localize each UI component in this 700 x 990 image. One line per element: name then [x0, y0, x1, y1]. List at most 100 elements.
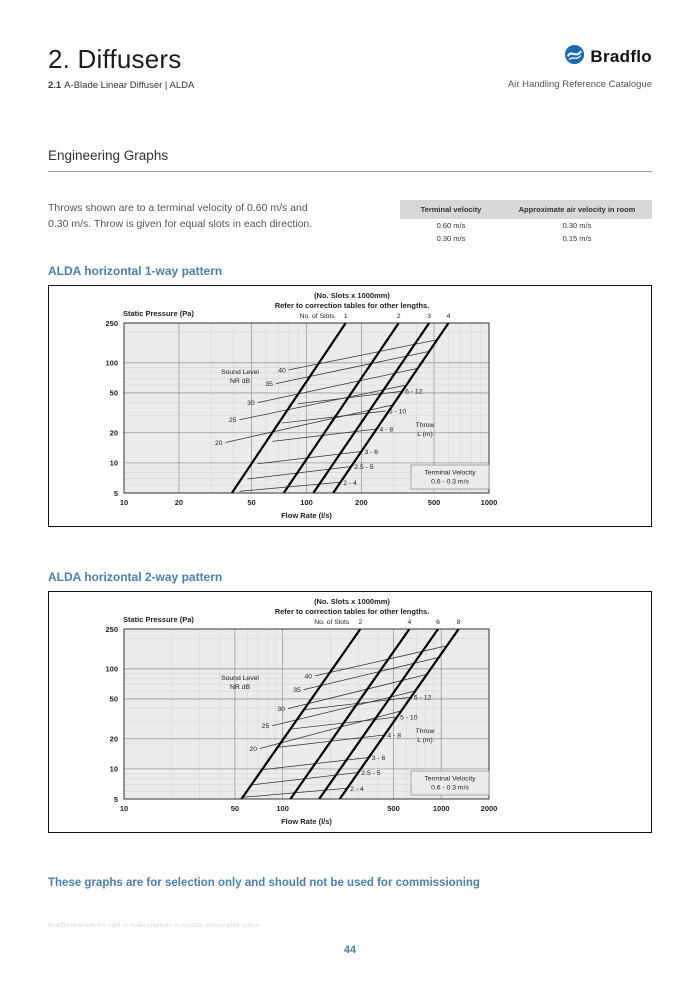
svg-text:NR dB: NR dB	[230, 378, 250, 385]
table-row: 0.30 m/s 0.15 m/s	[400, 232, 652, 245]
svg-text:4: 4	[447, 313, 451, 320]
svg-text:40: 40	[278, 367, 286, 374]
svg-text:100: 100	[300, 498, 313, 507]
svg-text:20: 20	[249, 746, 257, 753]
page-title: 2. Diffusers	[48, 44, 182, 74]
svg-text:(No. Slots x 1000mm): (No. Slots x 1000mm)	[314, 597, 390, 606]
svg-text:6 - 12: 6 - 12	[405, 389, 423, 396]
svg-text:2.5 - 5: 2.5 - 5	[361, 770, 380, 777]
svg-text:30: 30	[277, 706, 285, 713]
svg-text:5: 5	[114, 795, 118, 804]
svg-text:5 - 10: 5 - 10	[400, 714, 418, 721]
table-row: 0.60 m/s 0.30 m/s	[400, 219, 652, 232]
intro-text: Throws shown are to a terminal velocity …	[48, 200, 312, 233]
svg-text:35: 35	[265, 381, 273, 388]
svg-text:20: 20	[110, 429, 118, 438]
velocity-table-header-row: Terminal velocity Approximate air veloci…	[400, 200, 652, 219]
intro-row: Throws shown are to a terminal velocity …	[48, 200, 652, 245]
svg-text:35: 35	[293, 687, 301, 694]
svg-text:No. of Slots: No. of Slots	[300, 313, 336, 320]
svg-text:6: 6	[436, 619, 440, 626]
svg-text:1000: 1000	[481, 498, 498, 507]
room-velocity-value: 0.30 m/s	[562, 221, 592, 230]
svg-text:50: 50	[247, 498, 255, 507]
svg-text:4: 4	[408, 619, 412, 626]
terminal-velocity-value: 0.60 m/s	[436, 221, 466, 230]
svg-text:2: 2	[358, 619, 362, 626]
svg-text:2000: 2000	[481, 804, 498, 813]
svg-text:Terminal Velocity: Terminal Velocity	[425, 776, 477, 783]
divider	[48, 171, 652, 172]
svg-text:10: 10	[120, 498, 128, 507]
terminal-velocity-value: 0.30 m/s	[436, 234, 466, 243]
section-subtitle: 2.1 A-Blade Linear Diffuser | ALDA	[48, 80, 194, 91]
chart-heading-1way: ALDA horizontal 1-way pattern	[48, 264, 223, 278]
svg-text:500: 500	[428, 498, 441, 507]
disclaimer-text: Bradflo reserves the right to make chang…	[48, 922, 259, 929]
svg-text:10: 10	[110, 459, 118, 468]
svg-text:Static Pressure (Pa): Static Pressure (Pa)	[123, 615, 194, 624]
svg-text:No. of Slots: No. of Slots	[314, 619, 350, 626]
section-heading: Engineering Graphs	[48, 148, 169, 163]
svg-text:Throw: Throw	[416, 422, 435, 429]
svg-text:20: 20	[215, 440, 223, 447]
svg-text:200: 200	[355, 498, 368, 507]
svg-text:0.6 - 0.3 m/s: 0.6 - 0.3 m/s	[431, 479, 469, 486]
svg-text:8: 8	[457, 619, 461, 626]
svg-text:25: 25	[262, 723, 270, 730]
svg-text:0.6 - 0.3 m/s: 0.6 - 0.3 m/s	[431, 785, 469, 792]
brand-name: Bradflo	[590, 47, 652, 66]
svg-text:100: 100	[105, 359, 118, 368]
svg-text:5: 5	[114, 489, 118, 498]
section-name: A-Blade Linear Diffuser | ALDA	[64, 80, 195, 91]
page-header: 2. Diffusers 2.1 A-Blade Linear Diffuser …	[48, 44, 652, 91]
svg-text:500: 500	[387, 804, 400, 813]
svg-text:Refer to correction tables for: Refer to correction tables for other len…	[275, 301, 430, 310]
svg-text:Flow Rate (l/s): Flow Rate (l/s)	[281, 817, 332, 826]
svg-text:4 - 8: 4 - 8	[380, 427, 394, 434]
svg-text:250: 250	[105, 319, 118, 328]
svg-text:(No. Slots x 1000mm): (No. Slots x 1000mm)	[314, 291, 390, 300]
svg-text:250: 250	[105, 625, 118, 634]
room-velocity-header: Approximate air velocity in room	[502, 200, 652, 219]
svg-text:50: 50	[110, 389, 118, 398]
svg-text:5 - 10: 5 - 10	[389, 408, 407, 415]
chart-heading-2way: ALDA horizontal 2-way pattern	[48, 570, 223, 584]
svg-text:Static Pressure (Pa): Static Pressure (Pa)	[123, 309, 194, 318]
svg-text:Refer to correction tables for: Refer to correction tables for other len…	[275, 607, 430, 616]
svg-text:20: 20	[110, 735, 118, 744]
title-block: 2. Diffusers 2.1 A-Blade Linear Diffuser …	[48, 44, 194, 91]
svg-text:30: 30	[247, 400, 255, 407]
section-number: 2.1	[48, 80, 62, 91]
svg-text:3 - 6: 3 - 6	[372, 755, 386, 762]
svg-text:2.5 - 5: 2.5 - 5	[354, 464, 373, 471]
intro-line-1: Throws shown are to a terminal velocity …	[48, 202, 308, 214]
svg-text:100: 100	[105, 665, 118, 674]
svg-text:1000: 1000	[433, 804, 450, 813]
selection-note: These graphs are for selection only and …	[48, 877, 480, 889]
room-velocity-value: 0.15 m/s	[562, 234, 592, 243]
svg-text:50: 50	[231, 804, 239, 813]
svg-text:10: 10	[110, 765, 118, 774]
svg-text:40: 40	[304, 673, 312, 680]
svg-text:2 - 4: 2 - 4	[350, 786, 364, 793]
terminal-velocity-header: Terminal velocity	[400, 200, 502, 219]
svg-text:20: 20	[175, 498, 183, 507]
svg-text:Sound Level: Sound Level	[221, 675, 259, 682]
svg-text:Sound Level: Sound Level	[221, 369, 259, 376]
svg-text:2 - 4: 2 - 4	[343, 480, 357, 487]
svg-text:6 - 12: 6 - 12	[414, 695, 432, 702]
svg-text:Throw: Throw	[416, 728, 435, 735]
svg-text:3: 3	[427, 313, 431, 320]
catalogue-name: Air Handling Reference Catalogue	[507, 79, 652, 90]
svg-text:3 - 6: 3 - 6	[364, 449, 378, 456]
svg-text:10: 10	[120, 804, 128, 813]
svg-text:50: 50	[110, 695, 118, 704]
svg-text:4 - 8: 4 - 8	[387, 733, 401, 740]
velocity-table: Terminal velocity Approximate air veloci…	[400, 200, 652, 245]
